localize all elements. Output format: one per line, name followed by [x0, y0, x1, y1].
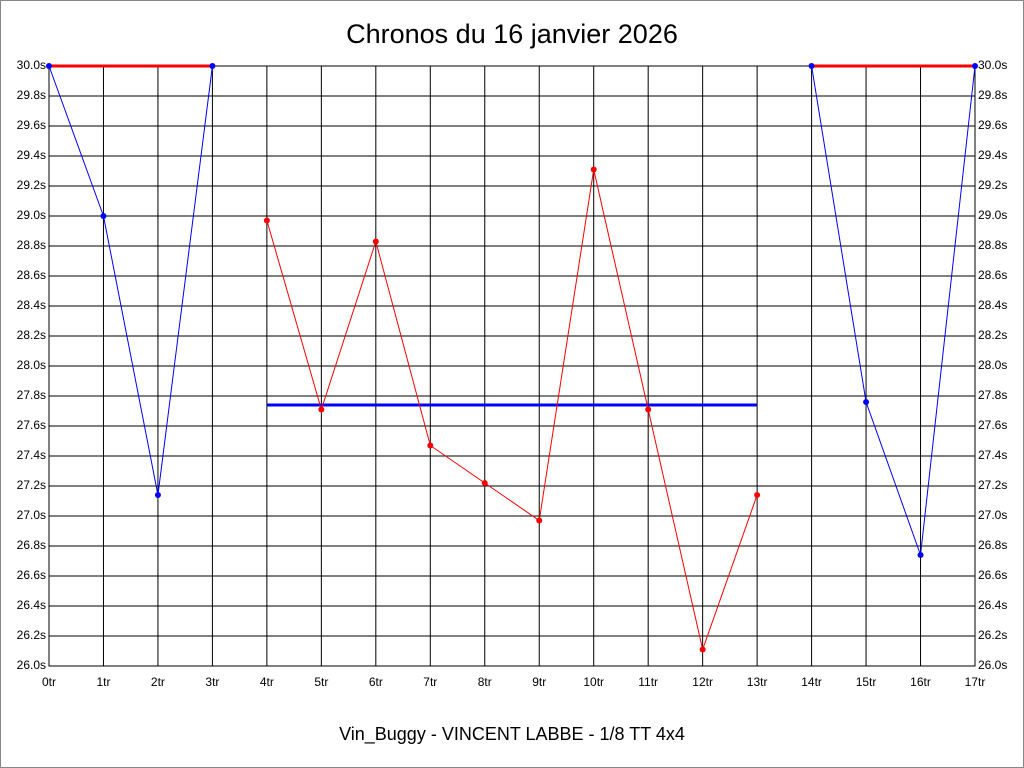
y2-tick-label: 29.4s	[978, 148, 1007, 162]
y-tick-label: 28.0s	[17, 358, 46, 372]
point	[645, 406, 652, 413]
x-tick-label: 12tr	[692, 675, 713, 689]
point	[808, 63, 815, 69]
y2-tick-label: 26.6s	[978, 568, 1007, 582]
y-tick-label: 26.2s	[17, 628, 46, 642]
point	[536, 517, 543, 524]
y-tick-label: 28.4s	[17, 298, 46, 312]
x-tick-label: 6tr	[369, 675, 383, 689]
y-tick-label: 26.6s	[17, 568, 46, 582]
series-line	[266, 169, 758, 652]
x-tick-label: 15tr	[856, 675, 877, 689]
y2-tick-label: 29.8s	[978, 88, 1007, 102]
y2-tick-label: 29.0s	[978, 208, 1007, 222]
y-tick-label: 28.6s	[17, 268, 46, 282]
y2-tick-label: 27.2s	[978, 478, 1007, 492]
y2-tick-label: 27.4s	[978, 448, 1007, 462]
y2-tick-label: 26.0s	[978, 658, 1007, 672]
y-tick-label: 27.6s	[17, 418, 46, 432]
y-tick-label: 27.0s	[17, 508, 46, 522]
x-tick-label: 14tr	[801, 675, 822, 689]
point	[372, 238, 379, 245]
x-tick-label: 5tr	[314, 675, 328, 689]
y-tick-label: 27.2s	[17, 478, 46, 492]
point	[154, 492, 161, 498]
x-tick-label: 11tr	[638, 675, 658, 689]
x-tick-label: 7tr	[423, 675, 437, 689]
point	[481, 480, 488, 486]
point	[699, 646, 706, 653]
x-tick-label: 8tr	[478, 675, 492, 689]
x-tick-label: 3tr	[205, 675, 219, 689]
point	[917, 552, 924, 558]
y-tick-label: 29.0s	[17, 208, 46, 222]
x-tick-label: 13tr	[747, 675, 768, 689]
x-tick-label: 9tr	[532, 675, 546, 689]
x-axis-label: Vin_Buggy - VINCENT LABBE - 1/8 TT 4x4	[339, 724, 685, 745]
y2-tick-label: 28.0s	[978, 358, 1007, 372]
y-tick-label: 26.4s	[17, 598, 46, 612]
y2-tick-label: 26.8s	[978, 538, 1007, 552]
y-tick-label: 27.4s	[17, 448, 46, 462]
point	[263, 217, 270, 224]
point	[100, 213, 107, 219]
y2-tick-label: 29.6s	[978, 118, 1007, 132]
x-tick-label: 10tr	[583, 675, 604, 689]
y2-tick-label: 28.6s	[978, 268, 1007, 282]
y-tick-label: 26.0s	[17, 658, 46, 672]
y2-tick-label: 28.8s	[978, 238, 1007, 252]
y2-tick-label: 27.6s	[978, 418, 1007, 432]
y-tick-label: 29.2s	[17, 178, 46, 192]
point	[590, 166, 597, 173]
y-tick-label: 28.2s	[17, 328, 46, 342]
y-tick-label: 28.8s	[17, 238, 46, 252]
point	[209, 63, 216, 69]
y2-tick-label: 28.4s	[978, 298, 1007, 312]
point	[318, 406, 325, 413]
x-tick-label: 1tr	[96, 675, 110, 689]
y2-tick-label: 27.8s	[978, 388, 1007, 402]
y-tick-label: 26.8s	[17, 538, 46, 552]
x-tick-label: 2tr	[151, 675, 165, 689]
y2-tick-label: 30.0s	[978, 58, 1007, 72]
y-tick-label: 27.8s	[17, 388, 46, 402]
y-tick-label: 30.0s	[17, 58, 46, 72]
point	[427, 442, 434, 449]
y2-tick-label: 28.2s	[978, 328, 1007, 342]
y2-tick-label: 26.4s	[978, 598, 1007, 612]
point	[863, 399, 870, 405]
x-tick-label: 4tr	[260, 675, 274, 689]
point	[754, 492, 761, 498]
y-tick-label: 29.4s	[17, 148, 46, 162]
point	[972, 63, 978, 69]
y-tick-label: 29.8s	[17, 88, 46, 102]
y2-tick-label: 26.2s	[978, 628, 1007, 642]
y2-tick-label: 29.2s	[978, 178, 1007, 192]
chart-title: Chronos du 16 janvier 2026	[346, 19, 678, 49]
y2-tick-label: 27.0s	[978, 508, 1007, 522]
y-tick-label: 29.6s	[17, 118, 46, 132]
series-line	[48, 65, 976, 556]
point	[46, 63, 52, 69]
x-tick-label: 0tr	[42, 675, 56, 689]
x-tick-label: 17tr	[965, 675, 986, 689]
x-tick-label: 16tr	[910, 675, 931, 689]
